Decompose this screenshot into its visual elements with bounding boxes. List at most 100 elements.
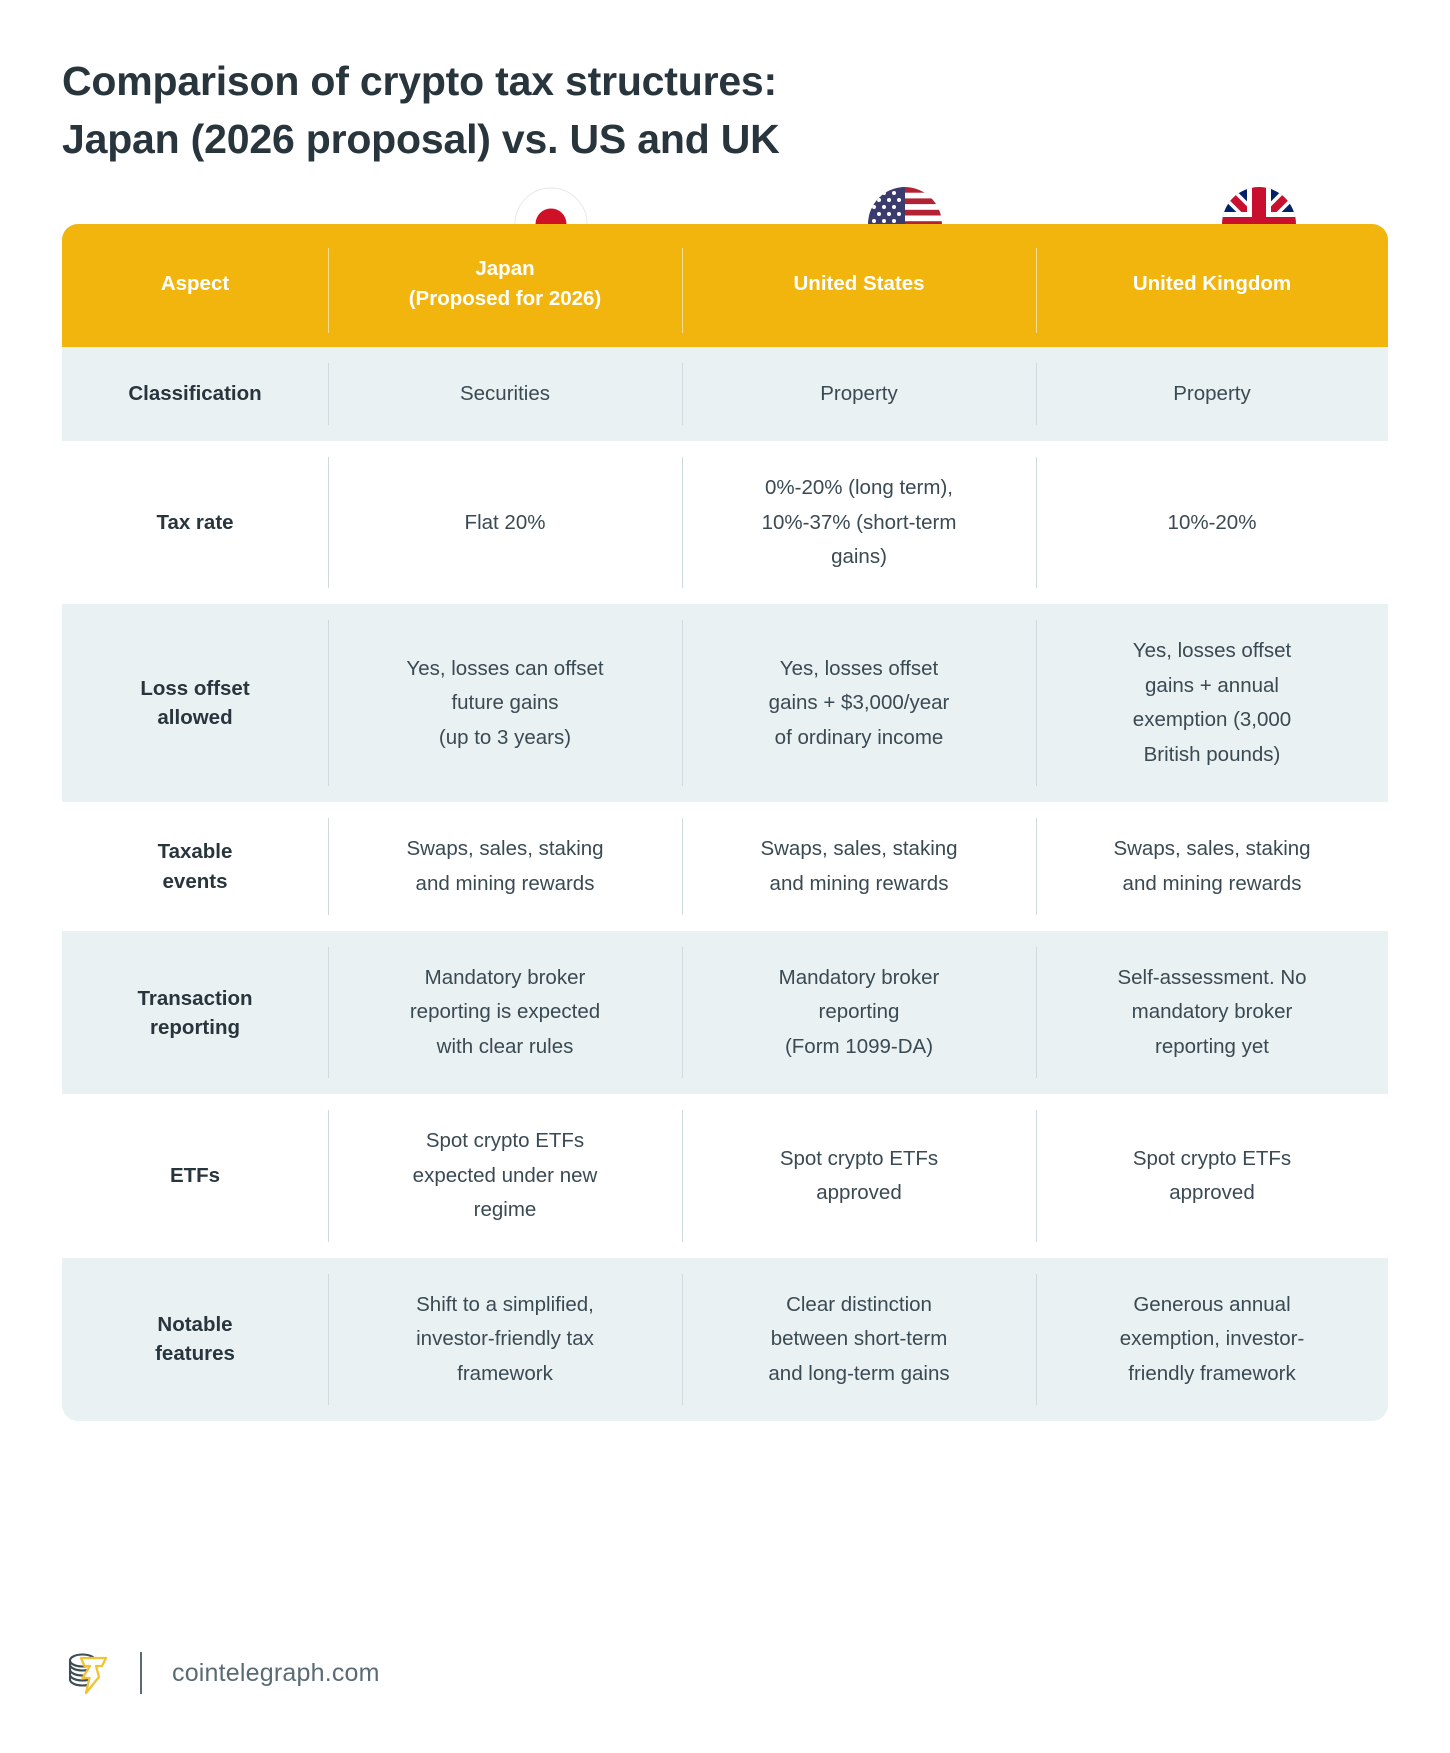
cell-line: reporting (818, 1000, 900, 1024)
row-label-etfs: ETFs (62, 1094, 328, 1258)
table-row: Loss offset allowed Yes, losses can offs… (62, 604, 1388, 803)
comparison-table-wrapper: Aspect Japan (Proposed for 2026) United … (62, 187, 1388, 1421)
row-label-loss-offset-allowed: Loss offset allowed (62, 604, 328, 803)
cell-japan-transaction-reporting: Mandatory broker reporting is expected w… (328, 931, 682, 1095)
cell-line: Property (820, 381, 898, 405)
cell-line: expected under new (412, 1163, 598, 1187)
cell-line: features (155, 1342, 235, 1366)
cell-line: investor-friendly tax (416, 1327, 594, 1351)
cell-line: reporting yet (1155, 1034, 1269, 1058)
table-row: Taxable events Swaps, sales, staking and… (62, 802, 1388, 932)
cell-us-notable-features: Clear distinction between short-term and… (682, 1257, 1036, 1421)
cell-line: Mandatory broker (424, 966, 586, 990)
cell-line: and mining rewards (1122, 871, 1302, 895)
table-row: Notable features Shift to a simplified, … (62, 1257, 1388, 1421)
footer-site-url: cointelegraph.com (172, 1658, 380, 1687)
crypto-tax-comparison-table: Aspect Japan (Proposed for 2026) United … (62, 224, 1388, 1421)
cell-line: future gains (451, 691, 559, 715)
row-label-transaction-reporting: Transaction reporting (62, 931, 328, 1095)
cell-line: 10%-37% (short-term (761, 510, 957, 534)
cell-line: reporting (150, 1015, 240, 1039)
page-title-line-2: Japan (2026 proposal) vs. US and UK (62, 116, 780, 163)
row-label-tax-rate: Tax rate (62, 441, 328, 605)
cell-us-classification: Property (682, 346, 1036, 442)
table-row: Tax rate Flat 20% 0%-20% (long term), 10… (62, 441, 1388, 605)
cell-line: gains + annual (1145, 673, 1279, 697)
cell-line: Spot crypto ETFs (779, 1146, 939, 1170)
cell-line: Mandatory broker (778, 966, 940, 990)
cell-uk-transaction-reporting: Self-assessment. No mandatory broker rep… (1036, 931, 1388, 1095)
cell-line: of ordinary income (774, 725, 944, 749)
table-header: Aspect Japan (Proposed for 2026) United … (62, 224, 1388, 347)
cell-line: Securities (459, 381, 550, 405)
cell-line: Clear distinction (786, 1292, 932, 1316)
footer: cointelegraph.com (62, 1645, 380, 1701)
cell-line: Generous annual (1133, 1292, 1291, 1316)
cell-line: approved (1169, 1181, 1255, 1204)
cell-uk-etfs: Spot crypto ETFs approved (1036, 1094, 1388, 1258)
cell-line: Self-assessment. No (1117, 966, 1307, 990)
page-title: Comparison of crypto tax structures: Jap… (62, 0, 1388, 168)
cell-line: reporting is expected (409, 1000, 601, 1024)
cell-uk-loss-offset: Yes, losses offset gains + annual exempt… (1036, 604, 1388, 803)
table-row: Classification Securities Property Prope… (62, 346, 1388, 442)
cell-line: 0%-20% (long term), (765, 476, 953, 500)
cell-line: Spot crypto ETFs (425, 1129, 585, 1153)
column-header-japan-line-1: Japan (475, 257, 535, 281)
cell-line: and mining rewards (415, 871, 595, 895)
cell-line: Taxable (157, 840, 233, 864)
cell-line: 10%-20% (1167, 510, 1257, 534)
cell-uk-notable-features: Generous annual exemption, investor- fri… (1036, 1257, 1388, 1421)
column-header-aspect: Aspect (62, 224, 328, 347)
cell-line: regime (473, 1198, 537, 1222)
cell-uk-taxable-events: Swaps, sales, staking and mining rewards (1036, 802, 1388, 932)
column-header-united-states: United States (682, 224, 1036, 347)
cell-line: Property (1173, 381, 1251, 405)
row-label-classification: Classification (62, 346, 328, 442)
page-title-line-1: Comparison of crypto tax structures: (62, 58, 777, 104)
table-header-row: Aspect Japan (Proposed for 2026) United … (62, 224, 1388, 347)
cell-japan-etfs: Spot crypto ETFs expected under new regi… (328, 1094, 682, 1258)
cell-line: Notable (157, 1313, 233, 1337)
row-label-notable-features: Notable features (62, 1257, 328, 1421)
cell-line: Swaps, sales, staking (1113, 837, 1311, 861)
column-header-japan-line-2: (Proposed for 2026) (408, 286, 602, 310)
cell-line: Swaps, sales, staking (406, 837, 604, 861)
cell-line: events (162, 869, 228, 893)
table-row: Transaction reporting Mandatory broker r… (62, 931, 1388, 1095)
cell-japan-tax-rate: Flat 20% (328, 441, 682, 605)
cell-line: Shift to a simplified, (416, 1292, 594, 1316)
cell-uk-classification: Property (1036, 346, 1388, 442)
cell-us-taxable-events: Swaps, sales, staking and mining rewards (682, 802, 1036, 932)
cell-line: Yes, losses offset (779, 656, 939, 680)
column-header-japan: Japan (Proposed for 2026) (328, 224, 682, 347)
cointelegraph-logo-icon (62, 1647, 114, 1699)
cell-line: (up to 3 years) (438, 725, 572, 749)
cell-line: framework (457, 1361, 553, 1385)
cell-uk-tax-rate: 10%-20% (1036, 441, 1388, 605)
cell-us-etfs: Spot crypto ETFs approved (682, 1094, 1036, 1258)
cell-line: Transaction (137, 986, 253, 1010)
column-header-united-kingdom: United Kingdom (1036, 224, 1388, 347)
cell-line: gains) (831, 544, 887, 568)
cell-line: Yes, losses can offset (406, 656, 604, 680)
cell-line: gains + $3,000/year (768, 691, 950, 715)
cell-japan-notable-features: Shift to a simplified, investor-friendly… (328, 1257, 682, 1421)
cell-line: mandatory broker (1131, 1000, 1293, 1024)
cell-line: and long-term gains (768, 1361, 950, 1385)
cell-line: Loss offset (140, 677, 250, 701)
cell-line: friendly framework (1128, 1361, 1296, 1385)
cell-line: Swaps, sales, staking (760, 837, 958, 861)
cell-line: approved (816, 1181, 902, 1204)
cell-line: between short-term (770, 1327, 948, 1351)
cell-line: (Form 1099-DA) (784, 1034, 934, 1058)
cell-japan-taxable-events: Swaps, sales, staking and mining rewards (328, 802, 682, 932)
cell-line: Spot crypto ETFs (1132, 1146, 1292, 1170)
cell-us-transaction-reporting: Mandatory broker reporting (Form 1099-DA… (682, 931, 1036, 1095)
cell-line: Yes, losses offset (1132, 639, 1292, 663)
row-label-taxable-events: Taxable events (62, 802, 328, 932)
cell-line: Flat 20% (464, 510, 546, 534)
cell-line: exemption (3,000 (1132, 708, 1292, 732)
cell-japan-classification: Securities (328, 346, 682, 442)
